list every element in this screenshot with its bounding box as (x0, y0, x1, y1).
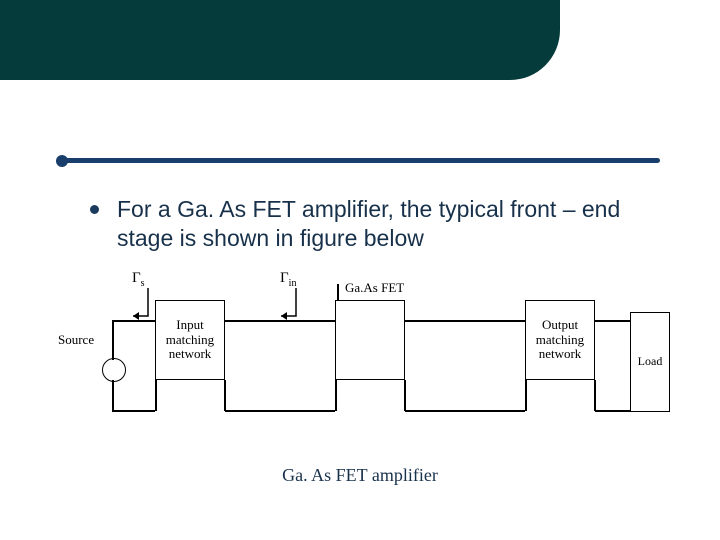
gamma-in-label: Γin (280, 270, 296, 289)
wire (335, 380, 337, 411)
wire (225, 410, 335, 412)
wire (337, 284, 339, 300)
wire (155, 380, 157, 411)
wire (525, 380, 527, 411)
divider-dot (56, 155, 68, 167)
output-matching-box: Output matching network (525, 300, 595, 380)
bullet-text: For a Ga. As FET amplifier, the typical … (117, 195, 660, 253)
source-generator-icon (102, 358, 126, 382)
bullet-row: For a Ga. As FET amplifier, the typical … (90, 195, 660, 253)
wire (224, 380, 226, 411)
bullet-dot-icon (90, 205, 99, 214)
wire (112, 320, 114, 360)
figure-caption: Ga. As FET amplifier (0, 465, 720, 486)
wire (595, 410, 632, 412)
header-bar (0, 0, 560, 80)
input-matching-box: Input matching network (155, 300, 225, 380)
wire (112, 380, 114, 410)
source-label: Source (58, 332, 94, 348)
fet-box (335, 300, 405, 380)
block-diagram: Source Input matching network Ga.As FET … (60, 270, 675, 450)
gamma-s-arrow-icon (130, 288, 152, 321)
load-box: Load (630, 312, 670, 412)
wire (595, 320, 632, 322)
divider-line (60, 158, 660, 163)
wire (405, 320, 525, 322)
input-matching-label: Input matching network (158, 318, 222, 363)
wire (594, 380, 596, 411)
gamma-s-label: Γs (132, 270, 145, 289)
wire (112, 410, 155, 412)
gamma-in-arrow-icon (278, 288, 300, 321)
wire (405, 410, 525, 412)
fet-label: Ga.As FET (345, 280, 404, 296)
wire (404, 380, 406, 411)
output-matching-label: Output matching network (528, 318, 592, 363)
load-label: Load (638, 355, 663, 369)
